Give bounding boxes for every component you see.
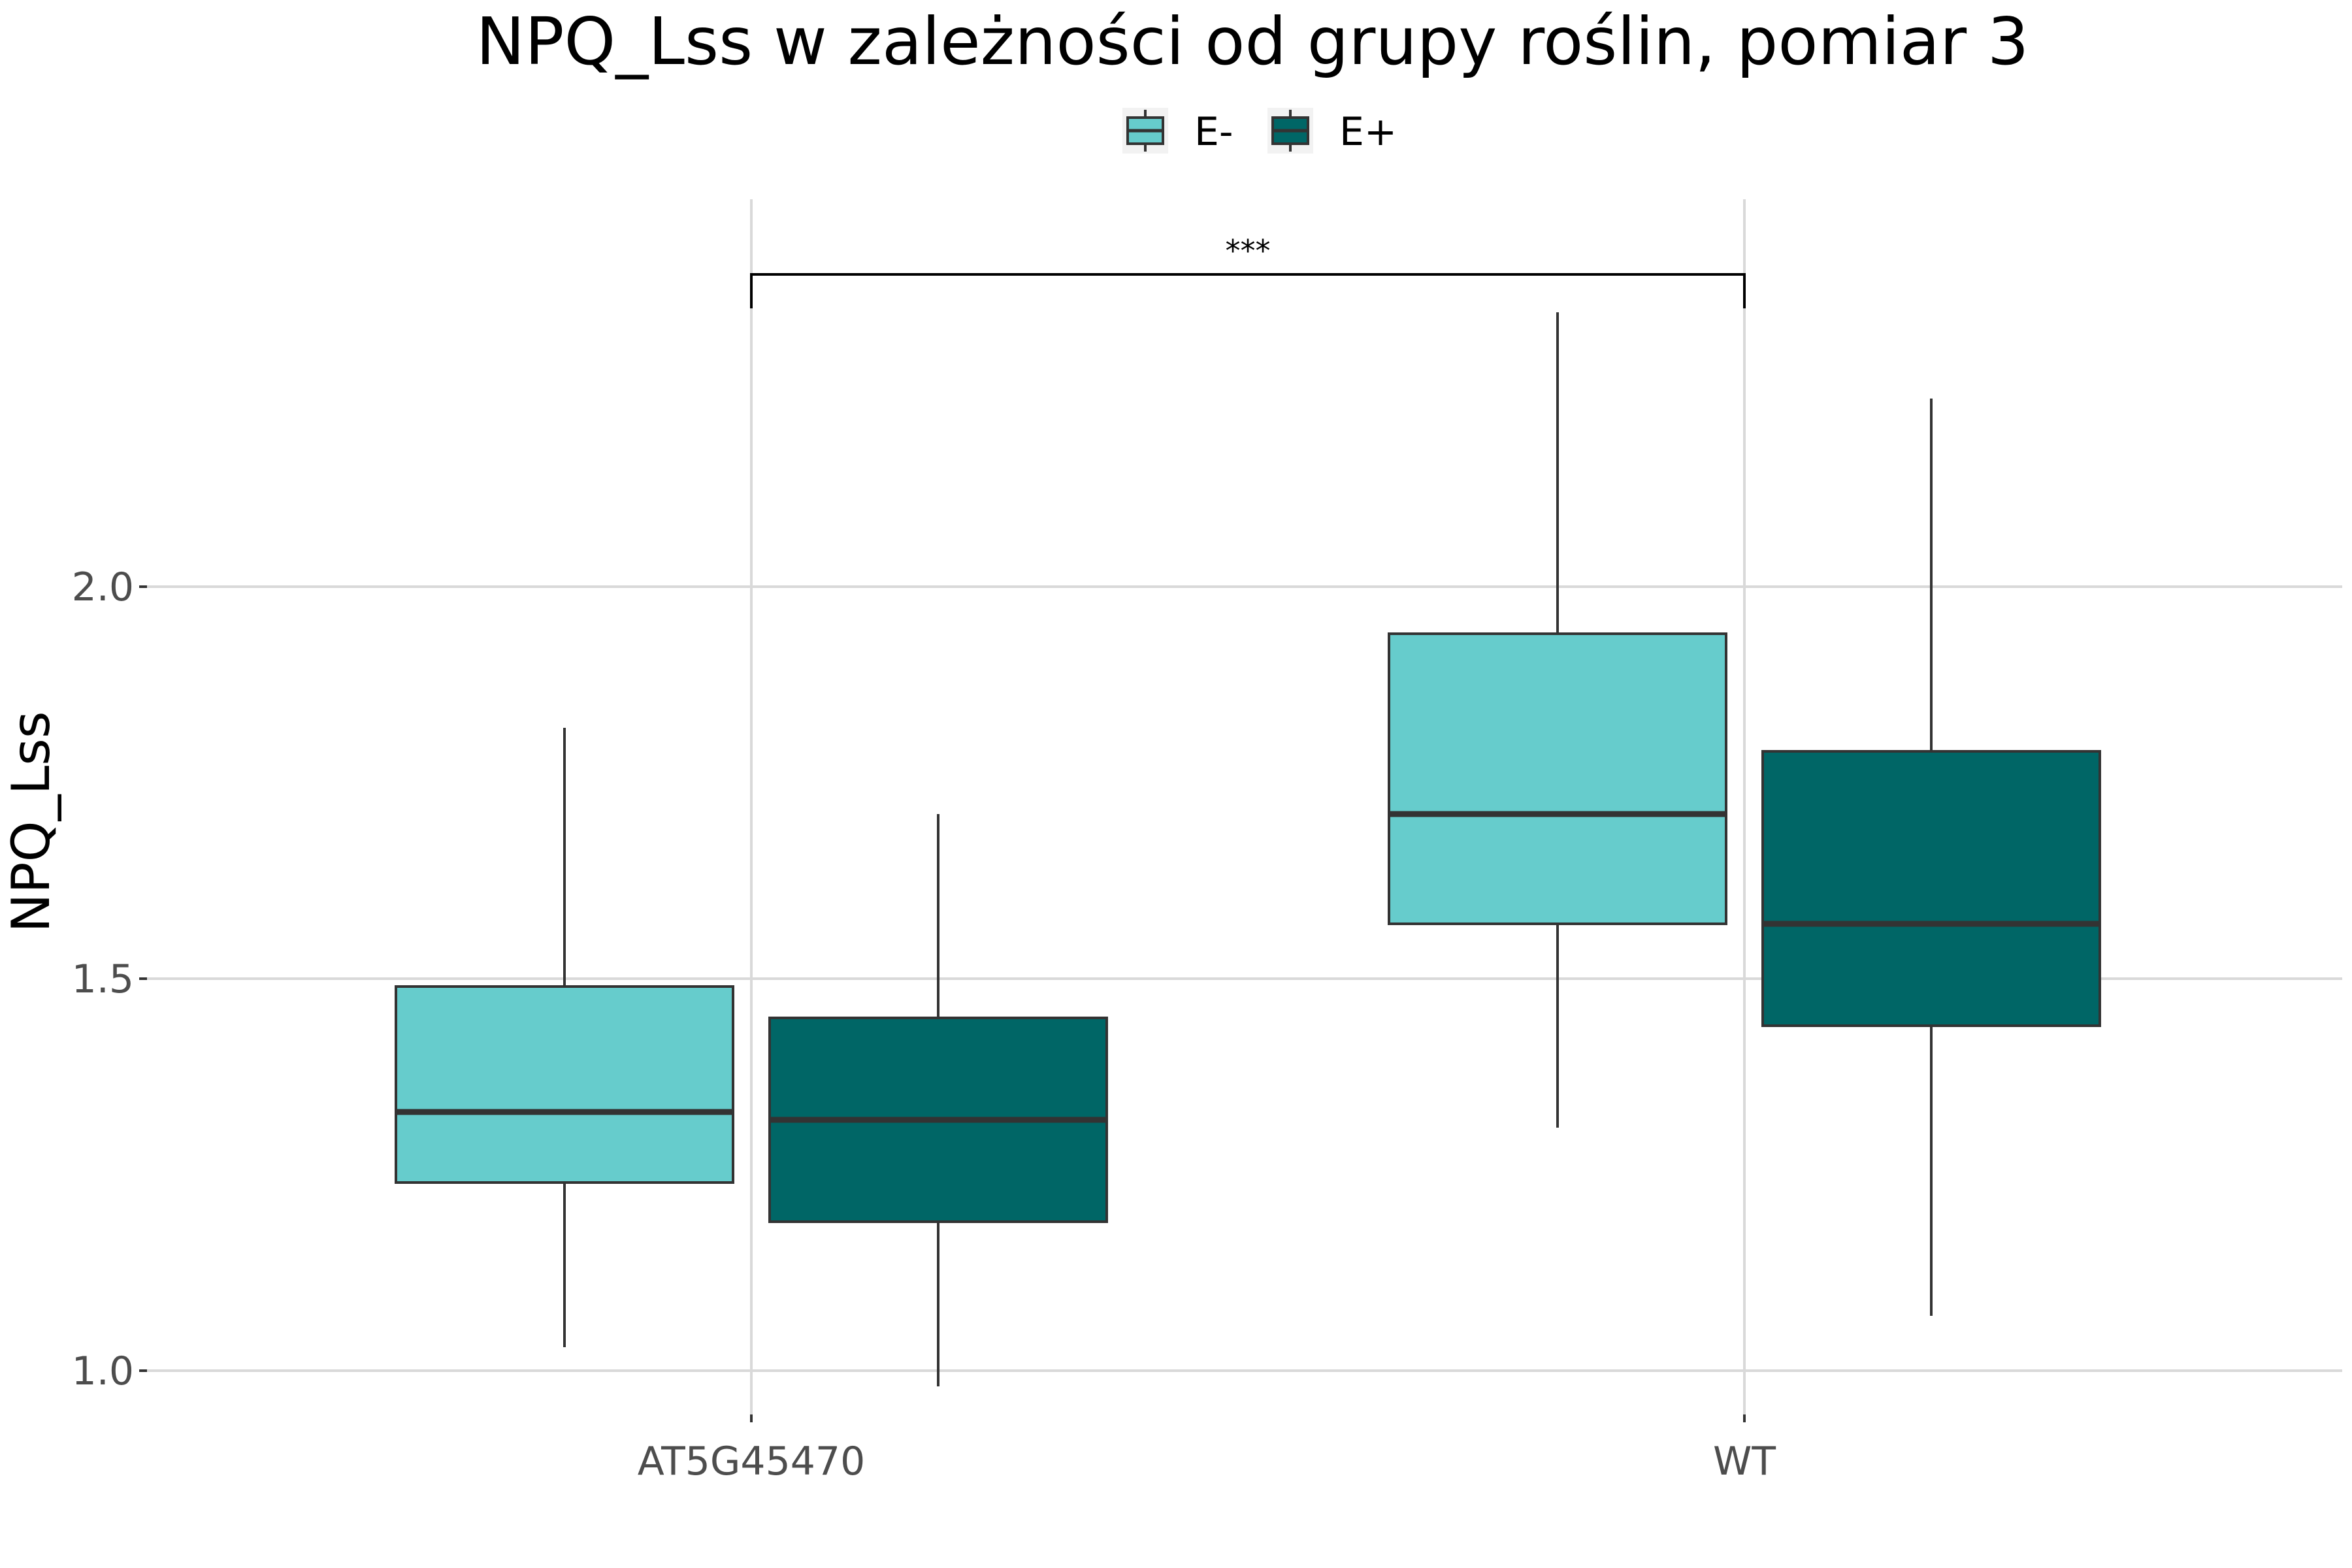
legend: E- E+ [1122,108,1397,155]
legend-label: E+ [1339,109,1397,155]
legend-item-E-: E- [1122,108,1233,155]
legend-item-E+: E+ [1267,108,1397,155]
significance-bracket: *** [750,233,1746,308]
iqr-box [395,985,734,1184]
x-tick-label: AT5G45470 [638,1439,866,1484]
axes: 1.0 1.5 2.0 AT5G45470 WT [72,564,1776,1484]
chart-title: NPQ_Lss w zależności od grupy roślin, po… [476,3,2029,80]
y-tick-label: 1.0 [72,1348,134,1394]
bracket-line [750,273,1746,308]
box-E+-AT5G45470 [768,814,1108,1386]
y-axis-title: NPQ_Lss [1,711,61,933]
significance-label: *** [1226,233,1271,269]
y-tick-label: 2.0 [72,564,134,610]
boxes [395,312,2101,1386]
legend-label: E- [1194,109,1233,155]
x-tick-label: WT [1713,1439,1776,1484]
annotations: *** [750,233,1746,308]
box-E+-WT [1761,399,2101,1316]
box-E--AT5G45470 [395,728,734,1347]
box-E--WT [1388,312,1727,1128]
iqr-box [1388,632,1727,925]
y-tick-label: 1.5 [72,956,134,1002]
iqr-box [1761,750,2101,1027]
